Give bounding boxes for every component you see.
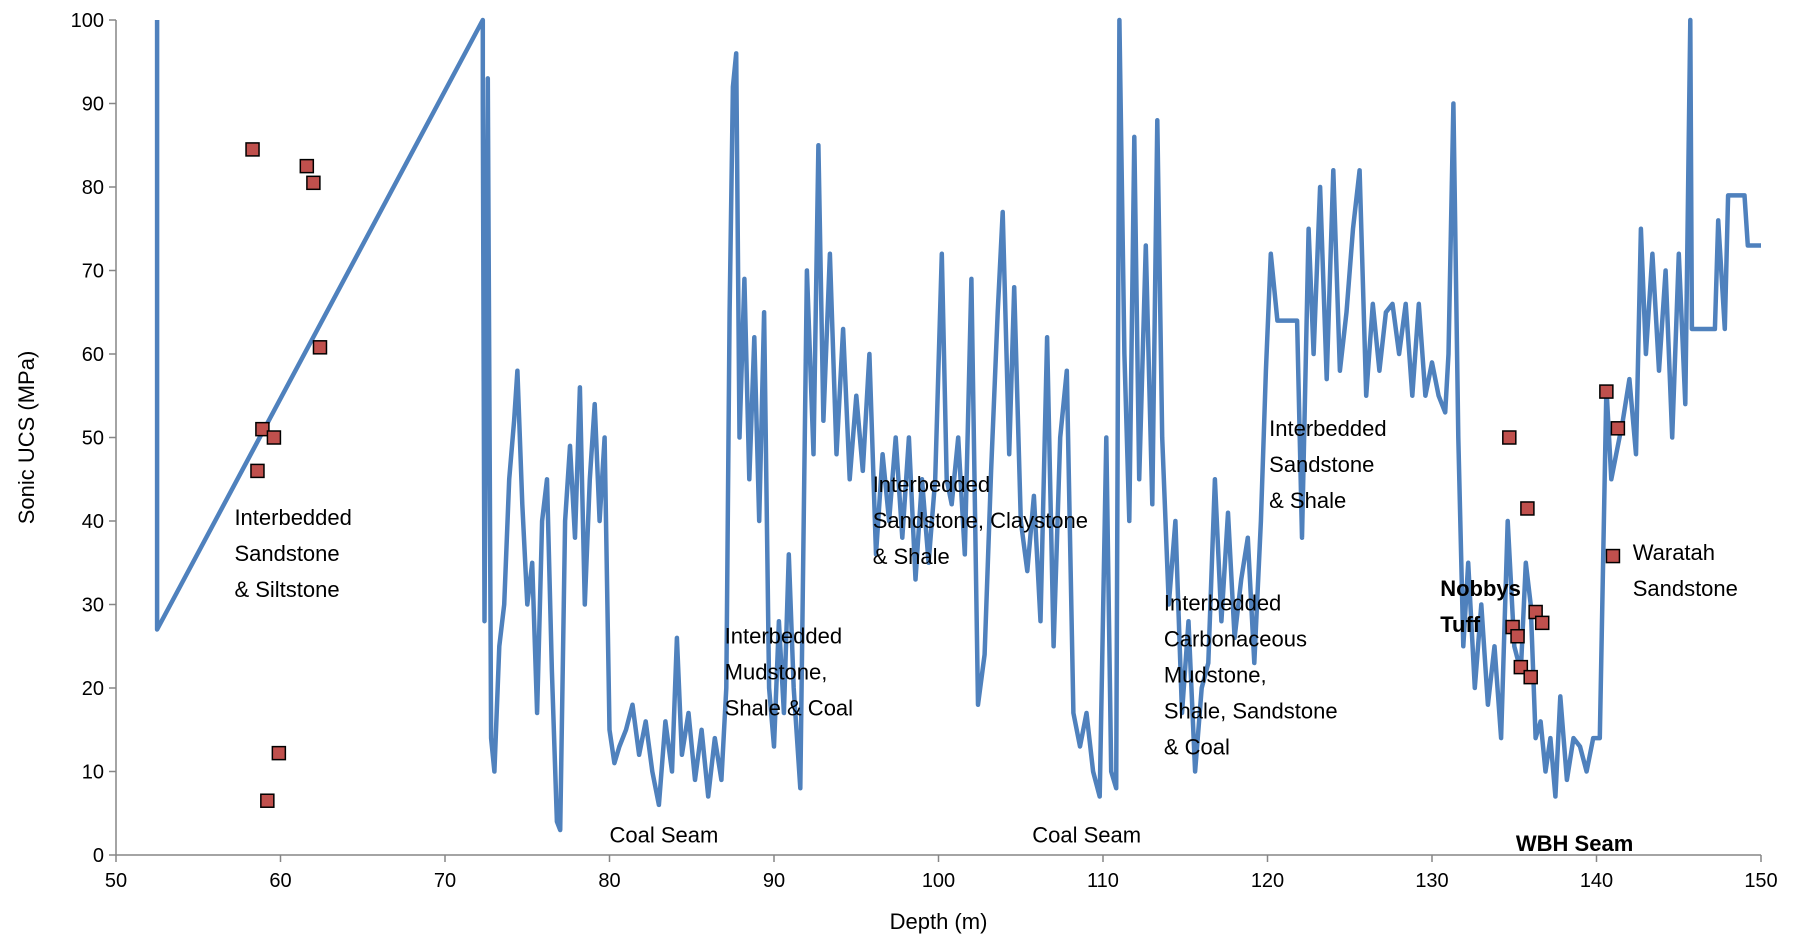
annotation-label: Carbonaceous [1164,626,1307,651]
annotation-label: Interbedded [234,505,351,530]
annotation-label: Sandstone, Claystone [873,508,1088,533]
lab-ucs-marker [1502,430,1517,445]
x-tick-label: 90 [763,870,785,892]
annotations: Interbedded Sandstone & Siltstone Coal Seam… [234,416,1737,856]
x-tick-label: 70 [434,870,456,892]
annotation-label: & Siltstone [234,577,339,602]
annotation-label: Tuff [1440,612,1481,637]
annotation-label: Sandstone [1269,452,1374,477]
annotation-label: WBH Seam [1516,831,1633,856]
y-tick-label: 60 [82,344,104,366]
y-tick-label: 20 [82,678,104,700]
y-tick-label: 50 [82,428,104,450]
axes: 0 10 20 30 40 50 60 70 80 90 100 50 60 70 80 90 100 110 12… [71,10,1778,892]
annotation-label: Interbedded [1164,590,1281,615]
ucs-log-line [154,17,1761,833]
y-tick-label: 0 [93,845,104,867]
lab-ucs-marker [306,175,321,191]
lab-ucs-marker [1605,548,1621,564]
annotation-label: Shale, Sandstone [1164,698,1338,723]
annotation-label: Interbedded [873,472,990,497]
x-tick-label: 110 [1087,870,1119,892]
lab-ucs-marker [260,793,275,808]
annotation-label: Shale & Coal [725,696,853,721]
x-tick-label: 140 [1580,870,1613,892]
lab-ucs-marker [1534,615,1550,631]
lab-ucs-marker [271,745,287,761]
y-tick-label: 30 [82,595,104,617]
lab-ucs-marker [1523,669,1538,685]
annotation-label: Coal Seam [610,822,719,847]
lab-ucs-marker [250,463,265,479]
y-tick-label: 80 [82,177,104,199]
annotation-label: & Coal [1164,734,1230,759]
x-tick-label: 150 [1744,870,1777,892]
data-series [154,17,1761,833]
x-tick-label: 120 [1251,870,1284,892]
annotation-label: Sandstone [1633,576,1738,601]
lab-ucs-marker [312,340,328,355]
lab-ucs-marker [245,142,260,157]
annotation-label: & Shale [873,544,950,569]
lab-ucs-marker [266,430,282,445]
lab-ucs-marker [1520,501,1535,516]
annotation-label: Mudstone, [1164,662,1267,687]
y-tick-label: 40 [82,511,104,533]
lab-ucs-marker [299,158,315,174]
annotation-label: & Shale [1269,488,1346,513]
annotation-label: Nobbys [1440,576,1521,601]
lab-ucs-marker [255,421,270,437]
lab-ucs-marker [1599,384,1614,399]
x-tick-label: 100 [922,870,955,892]
y-tick-label: 90 [82,94,104,116]
y-tick-label: 100 [71,10,104,32]
lab-ucs-marker [1610,421,1626,436]
annotation-label: Interbedded [1269,416,1386,441]
annotation-label: Interbedded [725,624,842,649]
annotation-label: Sandstone [234,541,339,566]
annotation-label: Coal Seam [1032,822,1141,847]
annotation-label: Mudstone, [725,660,828,685]
y-tick-label: 10 [82,762,104,784]
x-tick-label: 130 [1415,870,1448,892]
x-axis-title: Depth (m) [890,909,988,934]
y-tick-label: 70 [82,261,104,283]
lab-ucs-marker [1510,628,1525,644]
y-axis-title: Sonic UCS (MPa) [14,351,39,525]
x-tick-label: 50 [105,870,127,892]
x-tick-label: 80 [598,870,620,892]
x-tick-label: 60 [269,870,291,892]
annotation-label: Waratah [1633,540,1715,565]
